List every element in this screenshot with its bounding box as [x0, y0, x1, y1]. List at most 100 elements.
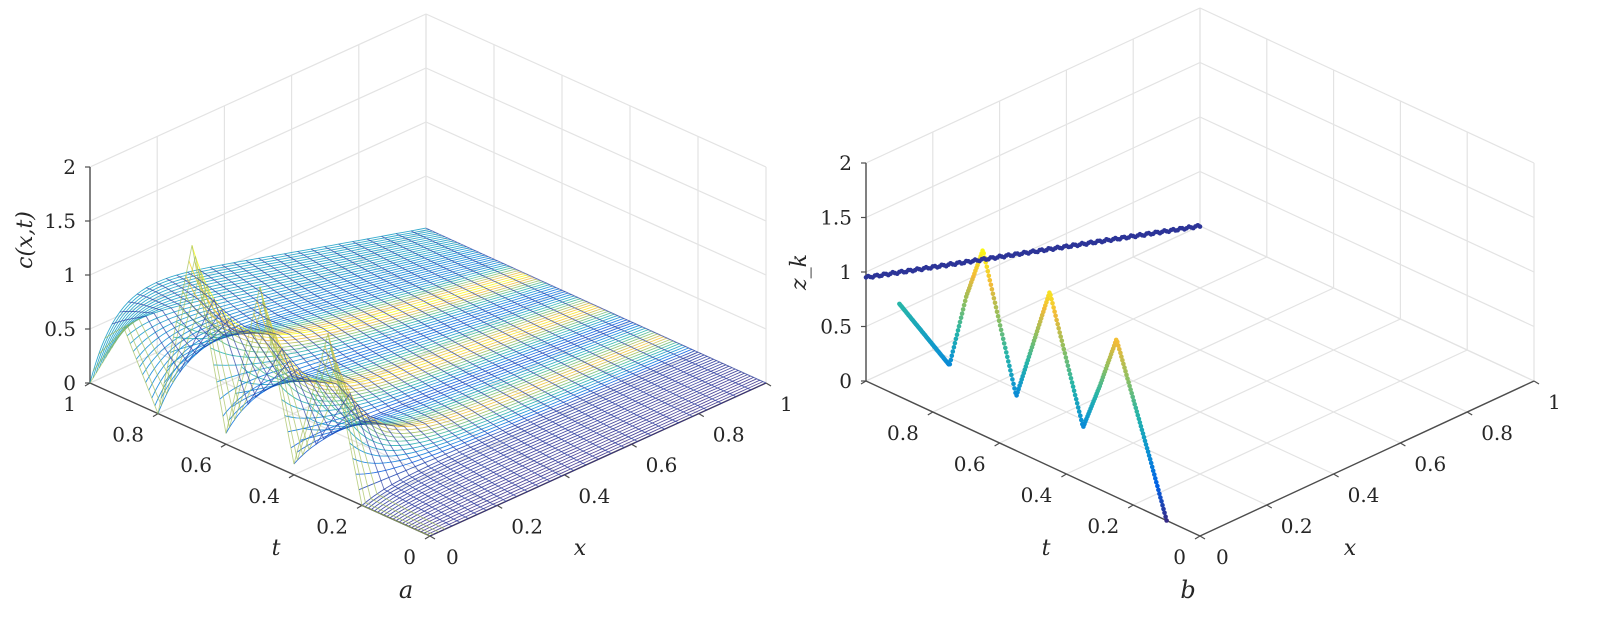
scatter-point	[992, 300, 998, 306]
t-tick-mark	[927, 411, 934, 416]
mesh-line-t	[381, 235, 722, 404]
scatter-point	[897, 301, 902, 307]
scatter-point	[1055, 321, 1060, 327]
tick-labels: 00.20.40.60.8100.20.40.60.8100.511.52xtc…	[13, 155, 793, 604]
grid-line	[89, 121, 427, 276]
scatter-point	[1060, 342, 1066, 348]
x-tick-label: 0.2	[1281, 514, 1313, 538]
scatter-point	[1064, 359, 1070, 364]
t-tick-label: 0.2	[316, 514, 348, 538]
grid-line	[1199, 7, 1535, 164]
scatter-point	[1051, 305, 1056, 310]
x-tick-mark	[564, 474, 570, 479]
scatter-point	[1162, 510, 1167, 516]
z-tick-label: 2	[63, 155, 76, 179]
scatter-point	[1141, 434, 1147, 440]
z-tick-label: 1	[63, 263, 76, 287]
mesh-line-t	[155, 282, 497, 507]
t-tick-label: 0.4	[1021, 483, 1053, 507]
mesh-line-x	[380, 360, 717, 515]
scatter-point	[1148, 460, 1154, 466]
t-tick-label: 1	[63, 392, 76, 416]
panel-b-scatter-plot: 0 0.2 0.4 0.6 0.8 1 0 0.2 0.4 0.6 0.8 0 0.5 1 1.5 2 x t z_…	[787, 7, 1561, 604]
scatter-point	[1150, 468, 1156, 474]
t-tick-mark	[288, 474, 295, 479]
x-tick-label: 1	[780, 392, 793, 416]
scatter-point	[1123, 369, 1128, 374]
mesh-line-t	[395, 233, 737, 398]
grid-line	[291, 290, 632, 445]
scatter-point	[1073, 396, 1079, 402]
scatter-point	[986, 273, 992, 279]
x-tick-label: 0.8	[713, 423, 745, 447]
mesh-line-x	[426, 381, 764, 536]
scatter-point	[1136, 416, 1142, 422]
scatter-point	[954, 332, 960, 338]
scatter-point	[1078, 413, 1083, 419]
x-tick-label: 0	[1216, 545, 1229, 569]
scatter-point	[1152, 472, 1157, 477]
scatter-point	[1138, 423, 1144, 429]
t-tick-mark	[424, 535, 431, 540]
x-tick-label: 0.4	[578, 484, 610, 508]
x-tick-label: 0.4	[1348, 483, 1380, 507]
scatter-point	[1009, 372, 1014, 378]
mesh-line-t	[297, 251, 638, 442]
scatter-point	[959, 311, 965, 316]
scatter-point	[995, 314, 1001, 319]
x-axis-line	[1199, 380, 1535, 537]
scatter-point	[1128, 387, 1133, 392]
scatter-point	[990, 291, 996, 297]
mesh-line-t	[271, 255, 612, 454]
x-axis-label: x	[1344, 536, 1357, 561]
scatter-point	[950, 349, 956, 354]
scatter-point	[955, 328, 961, 333]
scatter-point	[1075, 405, 1081, 410]
scatter-point	[1146, 453, 1152, 458]
panel-a-surface-plot: 00.20.40.60.8100.20.40.60.8100.511.52xtc…	[13, 13, 793, 604]
mesh-line-t	[366, 238, 708, 411]
scatter-point	[1003, 345, 1008, 351]
scatter-point	[989, 287, 995, 292]
scatter-point	[1143, 442, 1149, 447]
scatter-point	[1147, 456, 1153, 462]
grid-line	[999, 287, 1334, 444]
x-tick-label: 1	[1548, 390, 1561, 414]
mesh-line-t	[258, 257, 599, 460]
z-tick-label: 1	[839, 260, 852, 284]
mesh-line-t	[198, 269, 539, 487]
x-tick-label: 0	[446, 545, 459, 569]
scatter-point	[1117, 347, 1122, 352]
scatter-point	[1057, 330, 1062, 335]
scatter-point	[1062, 351, 1068, 356]
grid-line	[1132, 349, 1468, 506]
grid-line	[1199, 116, 1535, 273]
scatter-point	[1004, 350, 1009, 355]
scatter-point	[1000, 336, 1006, 342]
mesh-line-t	[176, 274, 517, 497]
mesh-line-t	[221, 264, 563, 477]
scatter-point	[1059, 338, 1065, 344]
scatter-point	[994, 309, 1000, 315]
panel-label: a	[399, 576, 413, 604]
scatter-point	[984, 264, 990, 270]
grid-line	[932, 349, 1268, 506]
axis-lines	[860, 162, 1540, 540]
mesh-line-t	[146, 287, 487, 511]
scatter-point	[1010, 377, 1015, 382]
grid-line	[89, 13, 427, 168]
t-axis-label: t	[272, 536, 281, 561]
grid-line	[999, 318, 1334, 475]
scatter-point	[1155, 483, 1160, 489]
scatter-point	[1197, 224, 1203, 229]
scatter-point	[1140, 431, 1146, 436]
scatter-point	[993, 305, 999, 310]
scatter-point	[1149, 464, 1155, 470]
scatter-point	[1132, 401, 1137, 407]
scatter-point	[1154, 479, 1159, 485]
scatter-point	[1049, 296, 1054, 302]
grid-line	[865, 225, 1201, 382]
mesh-line-t	[209, 266, 551, 482]
t-tick-label: 0	[1173, 545, 1186, 569]
scatter-point	[1119, 354, 1124, 359]
